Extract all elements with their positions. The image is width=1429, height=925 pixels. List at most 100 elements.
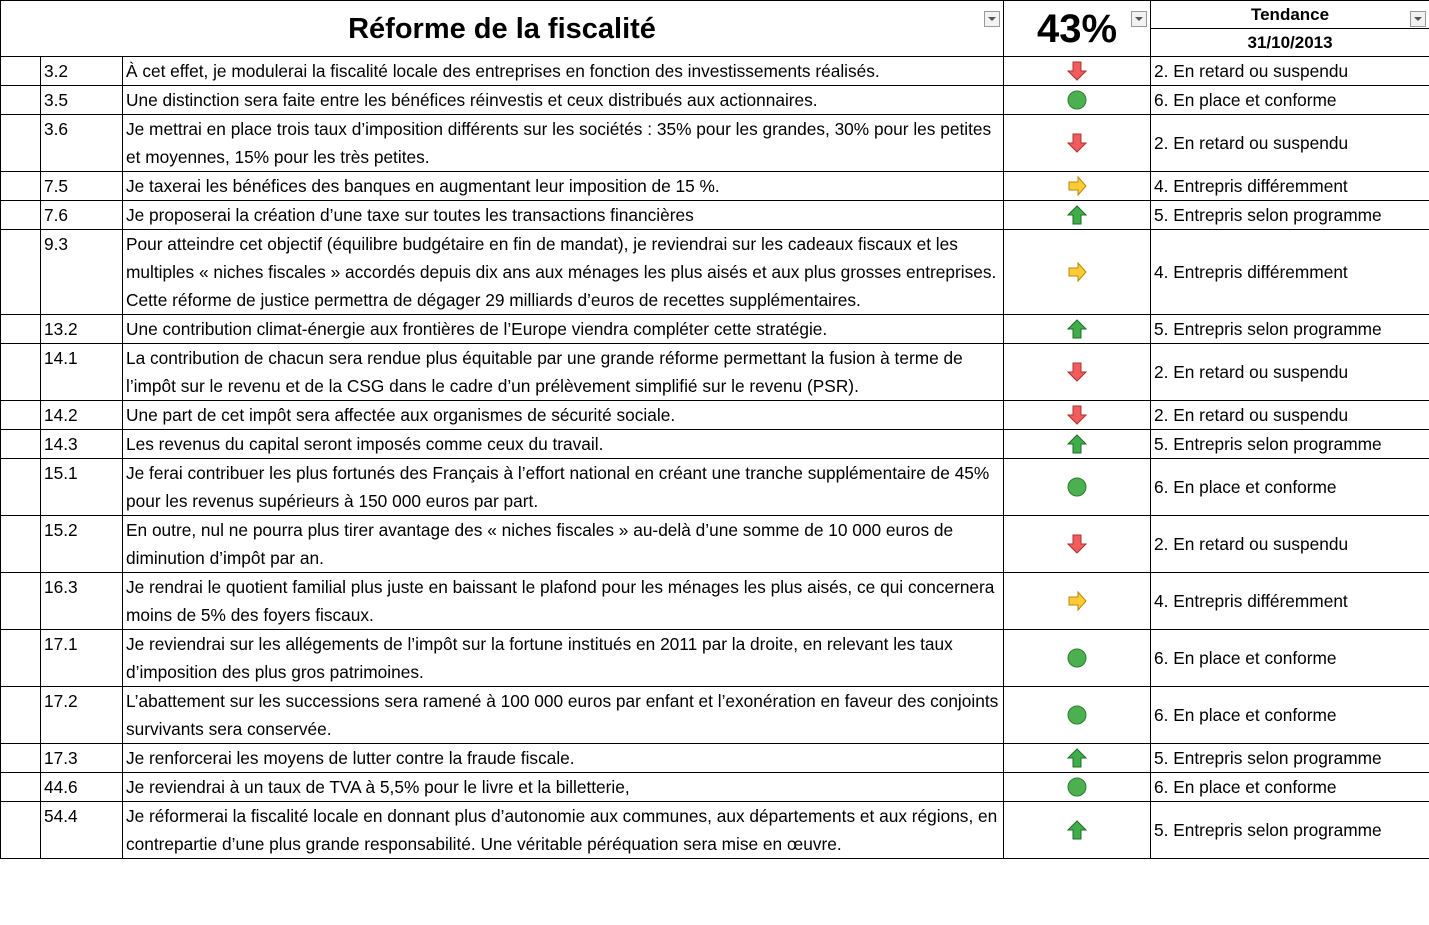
row-id: 54.4 xyxy=(40,801,123,859)
trend-icon xyxy=(1067,477,1087,497)
icon-shape xyxy=(1067,748,1088,768)
row: 15.1 Je ferai contribuer les plus fortuné… xyxy=(0,458,1429,516)
icon-shape xyxy=(1067,90,1087,110)
icon-cell xyxy=(1003,56,1152,86)
blank-cell xyxy=(0,429,41,459)
row-text: Une contribution climat-énergie aux fron… xyxy=(121,314,1005,344)
icon-cell xyxy=(1003,171,1152,201)
blank-cell xyxy=(0,200,41,230)
row-status: 4. Entrepris différemment xyxy=(1150,229,1429,315)
row: 15.2 En outre, nul ne pourra plus tirer a… xyxy=(0,515,1429,573)
row-status: 6. En place et conforme xyxy=(1150,772,1429,802)
filter-button[interactable] xyxy=(1410,11,1427,27)
filter-button[interactable] xyxy=(984,11,1001,27)
blank-cell xyxy=(0,314,41,344)
row-id: 15.2 xyxy=(40,515,123,573)
icon-cell xyxy=(1003,686,1152,744)
blank-cell xyxy=(0,801,41,859)
row: 17.3 Je renforcerai les moyens de lutter … xyxy=(0,743,1429,773)
icon-cell xyxy=(1003,515,1152,573)
row-text: Je taxerai les bénéfices des banques en … xyxy=(121,171,1005,201)
row-text: Une distinction sera faite entre les bén… xyxy=(121,85,1005,115)
row-id: 9.3 xyxy=(40,229,123,315)
row-id: 14.2 xyxy=(40,400,123,430)
icon-cell xyxy=(1003,458,1152,516)
icon-cell xyxy=(1003,229,1152,315)
icon-shape xyxy=(1067,61,1088,81)
blank-cell xyxy=(0,772,41,802)
trend-icon xyxy=(1067,90,1087,110)
row: 14.3 Les revenus du capital seront imposé… xyxy=(0,429,1429,459)
icon-cell xyxy=(1003,743,1152,773)
icon-cell xyxy=(1003,772,1152,802)
icon-shape xyxy=(1067,434,1088,454)
row: 17.2 L’abattement sur les successions ser… xyxy=(0,686,1429,744)
row-text: À cet effet, je modulerai la fiscalité l… xyxy=(121,56,1005,86)
row-status: 6. En place et conforme xyxy=(1150,686,1429,744)
row-status: 5. Entrepris selon programme xyxy=(1150,743,1429,773)
row: 3.5 Une distinction sera faite entre les … xyxy=(0,85,1429,115)
row-id: 3.2 xyxy=(40,56,123,86)
blank-cell xyxy=(0,515,41,573)
row: 3.2 À cet effet, je modulerai la fiscalit… xyxy=(0,56,1429,86)
icon-shape xyxy=(1067,534,1088,554)
row-text: Je réformerai la fiscalité locale en don… xyxy=(121,801,1005,859)
icon-cell xyxy=(1003,400,1152,430)
trend-icon xyxy=(1067,705,1087,725)
row-status: 5. Entrepris selon programme xyxy=(1150,200,1429,230)
filter-button[interactable] xyxy=(1131,11,1148,27)
row-id: 7.5 xyxy=(40,171,123,201)
icon-cell xyxy=(1003,114,1152,172)
row-text: Je reviendrai à un taux de TVA à 5,5% po… xyxy=(121,772,1005,802)
icon-cell xyxy=(1003,85,1152,115)
row-id: 13.2 xyxy=(40,314,123,344)
icon-cell xyxy=(1003,629,1152,687)
row-status: 2. En retard ou suspendu xyxy=(1150,343,1429,401)
icon-cell xyxy=(1003,572,1152,630)
icon-cell xyxy=(1003,429,1152,459)
row-text: Je mettrai en place trois taux d’imposit… xyxy=(121,114,1005,172)
icon-shape xyxy=(1068,590,1087,612)
icon-shape xyxy=(1067,705,1087,725)
icon-shape xyxy=(1067,777,1087,797)
icon-shape xyxy=(1067,820,1088,840)
blank-cell xyxy=(0,400,41,430)
icon-cell xyxy=(1003,801,1152,859)
blank-cell xyxy=(0,686,41,744)
row: 17.1 Je reviendrai sur les allégements de… xyxy=(0,629,1429,687)
sheet: Réforme de la fiscalité 43% Tendance 31/1… xyxy=(0,0,1429,859)
row: 16.3 Je rendrai le quotient familial plus… xyxy=(0,572,1429,630)
trend-icon xyxy=(1068,261,1087,283)
row-id: 17.1 xyxy=(40,629,123,687)
row-text: Je renforcerai les moyens de lutter cont… xyxy=(121,743,1005,773)
row: 7.5 Je taxerai les bénéfices des banques … xyxy=(0,171,1429,201)
trend-icon xyxy=(1067,205,1088,225)
icon-shape xyxy=(1067,648,1087,668)
row-status: 5. Entrepris selon programme xyxy=(1150,429,1429,459)
icon-shape xyxy=(1068,175,1087,197)
blank-cell xyxy=(0,343,41,401)
row-text: Une part de cet impôt sera affectée aux … xyxy=(121,400,1005,430)
row-status: 2. En retard ou suspendu xyxy=(1150,515,1429,573)
blank-cell xyxy=(0,629,41,687)
trend-icon xyxy=(1067,405,1088,425)
row: 7.6 Je proposerai la création d’une taxe … xyxy=(0,200,1429,230)
blank-cell xyxy=(0,458,41,516)
row-status: 2. En retard ou suspendu xyxy=(1150,56,1429,86)
trend-icon xyxy=(1068,590,1087,612)
row-id: 15.1 xyxy=(40,458,123,516)
blank-cell xyxy=(0,171,41,201)
row-id: 3.6 xyxy=(40,114,123,172)
row-text: L’abattement sur les successions sera ra… xyxy=(121,686,1005,744)
row-id: 16.3 xyxy=(40,572,123,630)
trend-icon xyxy=(1067,648,1087,668)
icon-cell xyxy=(1003,314,1152,344)
row-text: Je reviendrai sur les allégements de l’i… xyxy=(121,629,1005,687)
blank-cell xyxy=(0,85,41,115)
percent: 43% xyxy=(1037,6,1118,51)
trend-icon xyxy=(1067,319,1088,339)
row-id: 44.6 xyxy=(40,772,123,802)
row-text: En outre, nul ne pourra plus tirer avant… xyxy=(121,515,1005,573)
trend-icon xyxy=(1067,748,1088,768)
